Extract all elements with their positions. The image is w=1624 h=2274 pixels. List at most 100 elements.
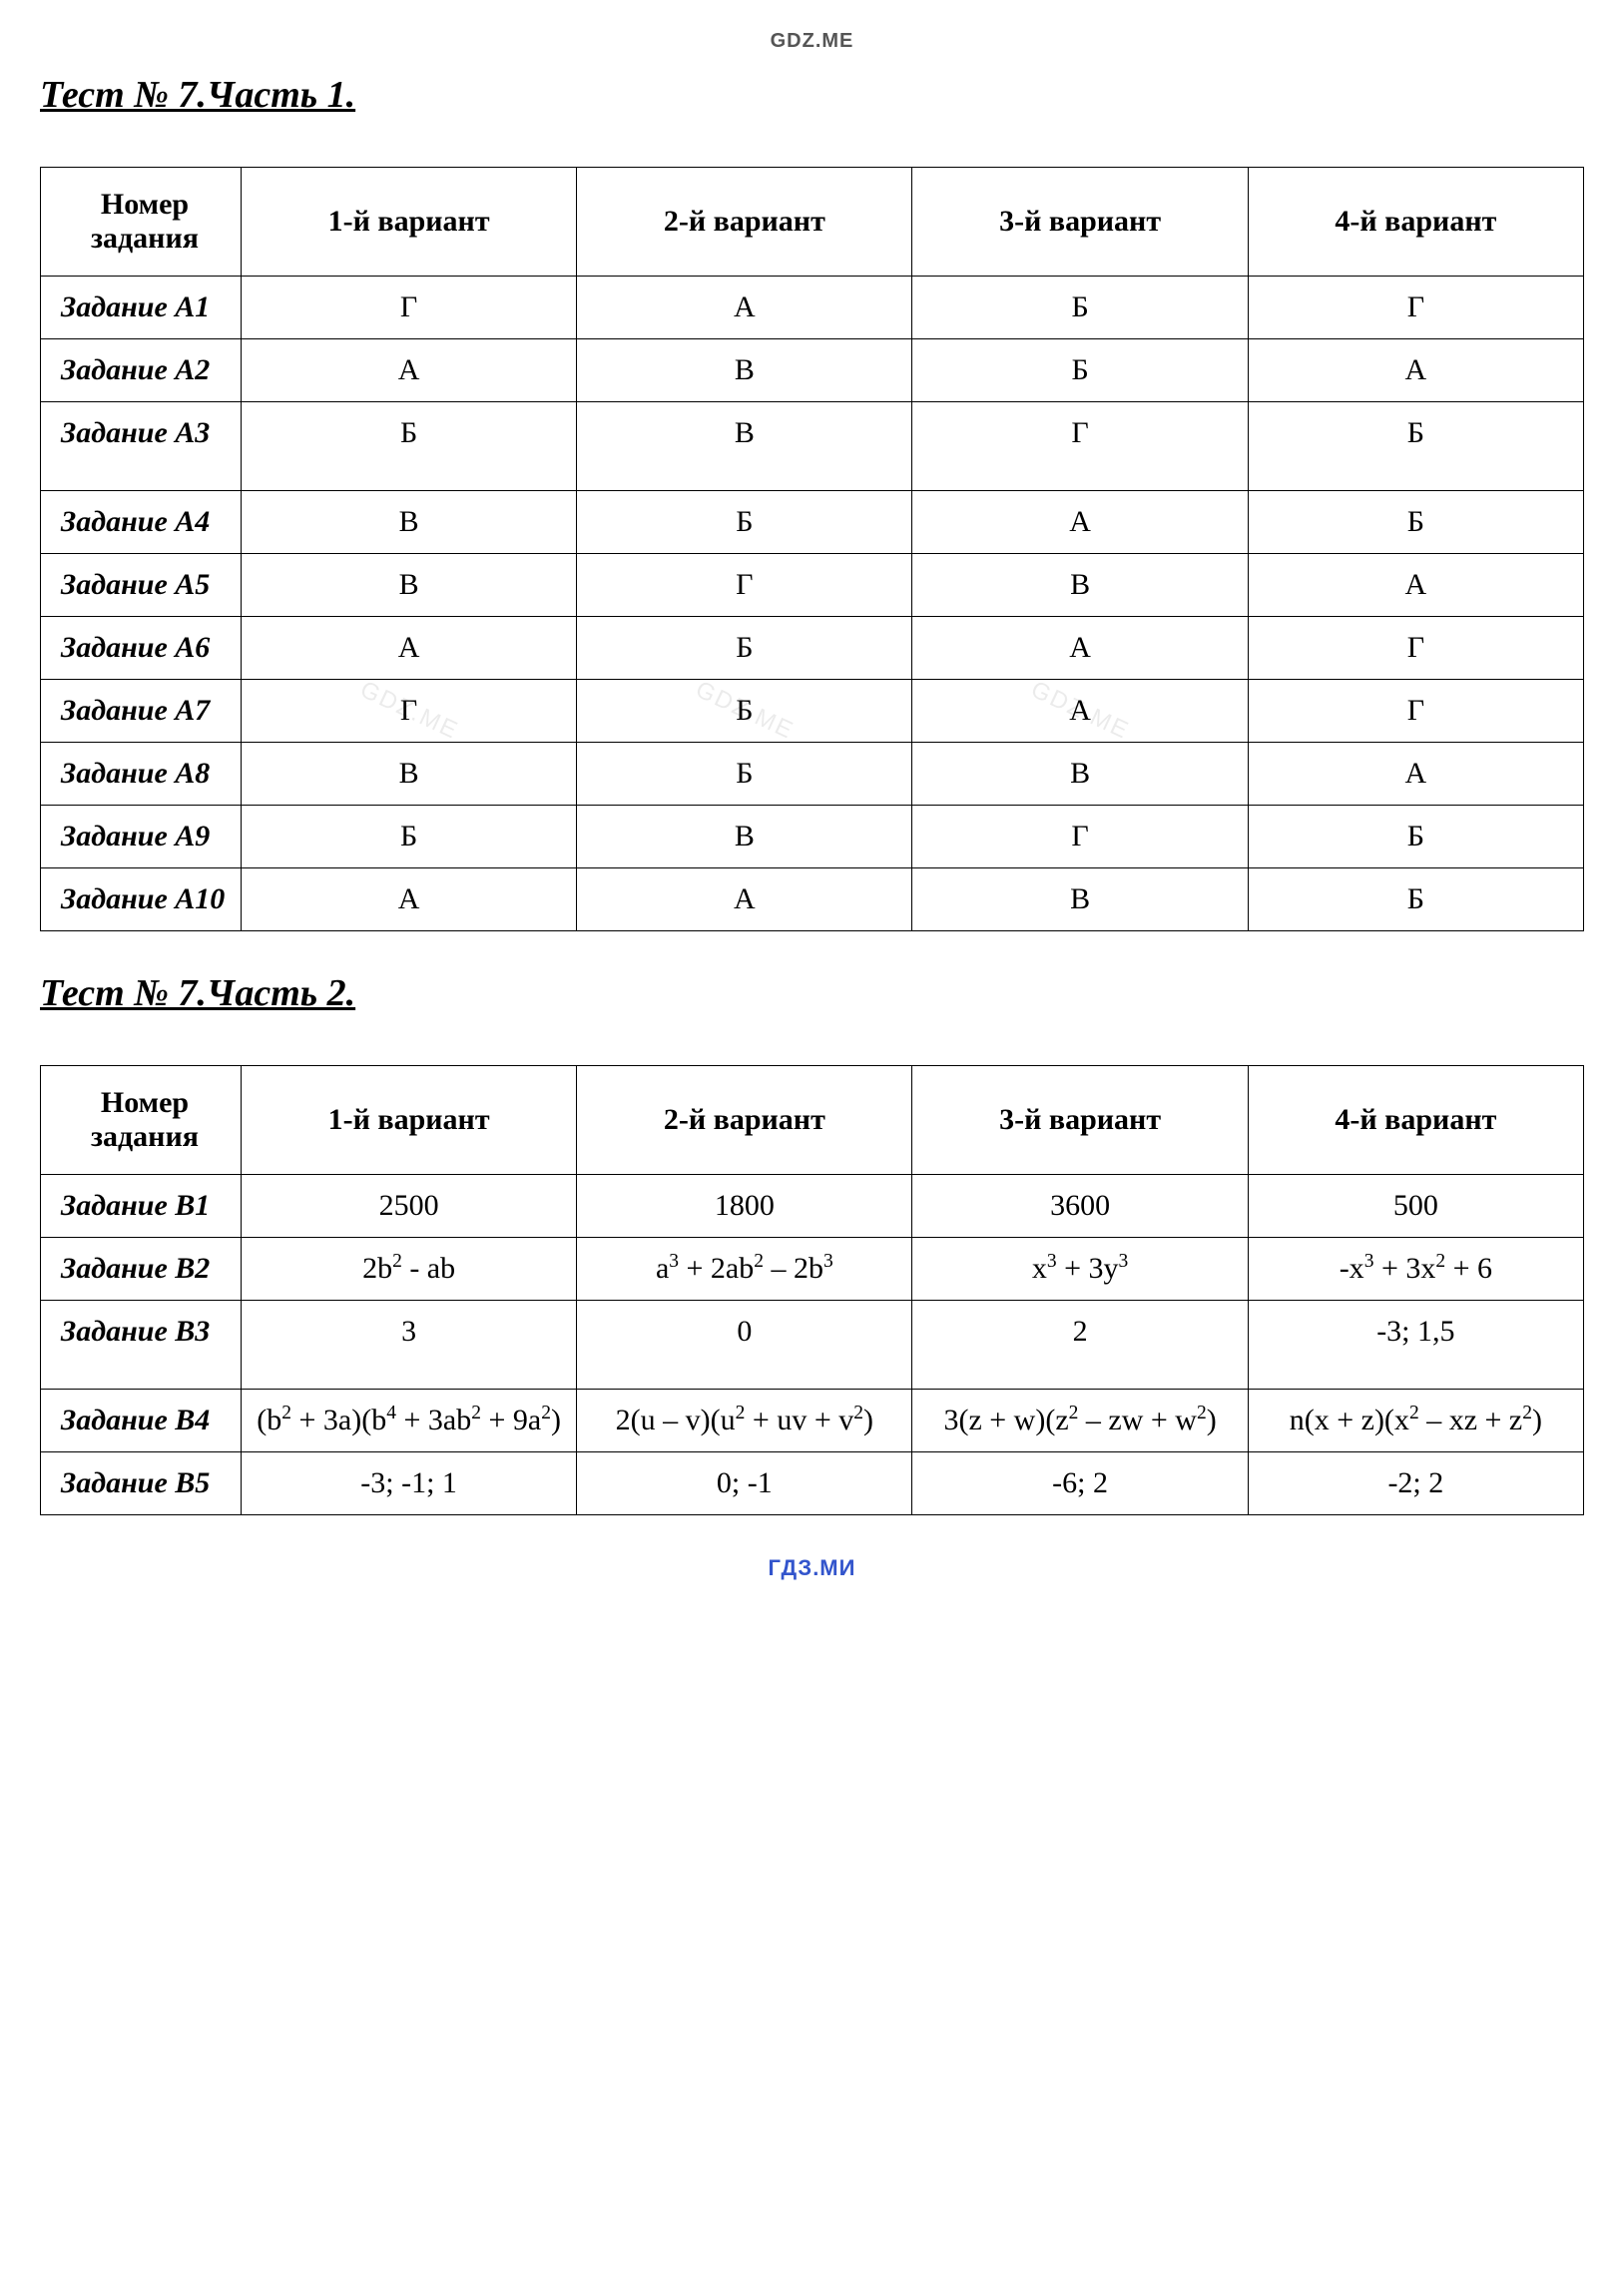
part1-table: Номер задания 1-й вариант 2-й вариант 3-… <box>40 167 1584 931</box>
table-row: Задание А2АВБА <box>41 339 1584 402</box>
answer-cell: Б <box>1248 806 1583 868</box>
part1-title: Тест № 7.Часть 1. <box>40 73 1584 117</box>
answer-cell: А <box>1248 339 1583 402</box>
answer-cell: (b2 + 3a)(b4 + 3ab2 + 9a2) <box>241 1390 576 1452</box>
answer-cell: 0 <box>577 1301 912 1390</box>
answer-cell: Б <box>577 743 912 806</box>
col-header-v1: 1-й вариант <box>241 1066 576 1175</box>
table-row: Задание В4(b2 + 3a)(b4 + 3ab2 + 9a2)2(u … <box>41 1390 1584 1452</box>
answer-cell: Г <box>912 806 1248 868</box>
table-row: Задание А7ГБАГ <box>41 680 1584 743</box>
answer-cell: 3600 <box>912 1175 1248 1238</box>
answer-cell: a3 + 2ab2 – 2b3 <box>577 1238 912 1301</box>
answer-cell: А <box>912 617 1248 680</box>
task-label: Задание А7 <box>41 680 242 743</box>
answer-cell: -3; 1,5 <box>1248 1301 1583 1390</box>
answer-cell: А <box>1248 554 1583 617</box>
col-header-v3: 3-й вариант <box>912 168 1248 277</box>
task-label: Задание В4 <box>41 1390 242 1452</box>
table-row: Задание А3БВГБ <box>41 402 1584 491</box>
answer-cell: В <box>577 402 912 491</box>
table-row: Задание А6АБАГ <box>41 617 1584 680</box>
answer-cell: Б <box>1248 402 1583 491</box>
answer-cell: В <box>912 554 1248 617</box>
part2-header-row: Номер задания 1-й вариант 2-й вариант 3-… <box>41 1066 1584 1175</box>
answer-cell: А <box>1248 743 1583 806</box>
answer-cell: Г <box>241 680 576 743</box>
answer-cell: Б <box>912 277 1248 339</box>
answer-cell: Б <box>577 491 912 554</box>
table-row: Задание А4ВБАБ <box>41 491 1584 554</box>
answer-cell: А <box>241 617 576 680</box>
answer-cell: 1800 <box>577 1175 912 1238</box>
col-header-v4: 4-й вариант <box>1248 1066 1583 1175</box>
table-row: Задание В1250018003600500 <box>41 1175 1584 1238</box>
answer-cell: -2; 2 <box>1248 1452 1583 1515</box>
answer-cell: А <box>912 680 1248 743</box>
answer-cell: В <box>912 868 1248 931</box>
answer-cell: Г <box>577 554 912 617</box>
part2-title: Тест № 7.Часть 2. <box>40 971 1584 1015</box>
answer-cell: А <box>577 277 912 339</box>
col-header-task: Номер задания <box>41 1066 242 1175</box>
task-label: Задание В1 <box>41 1175 242 1238</box>
answer-cell: Б <box>577 617 912 680</box>
answer-cell: 500 <box>1248 1175 1583 1238</box>
table-row: Задание А8ВБВА <box>41 743 1584 806</box>
table-row: Задание А1ГАБГ <box>41 277 1584 339</box>
task-label: Задание А3 <box>41 402 242 491</box>
task-label: Задание А5 <box>41 554 242 617</box>
table-row: Задание А10ААВБ <box>41 868 1584 931</box>
table-row: Задание А9БВГБ <box>41 806 1584 868</box>
col-header-v2: 2-й вариант <box>577 168 912 277</box>
answer-cell: -x3 + 3x2 + 6 <box>1248 1238 1583 1301</box>
watermark-bottom: ГДЗ.МИ <box>40 1555 1584 1581</box>
answer-cell: Г <box>1248 617 1583 680</box>
answer-cell: 2500 <box>241 1175 576 1238</box>
task-label: Задание А10 <box>41 868 242 931</box>
answer-cell: В <box>241 554 576 617</box>
answer-cell: В <box>577 806 912 868</box>
part1-header-row: Номер задания 1-й вариант 2-й вариант 3-… <box>41 168 1584 277</box>
watermark-top: GDZ.ME <box>40 30 1584 53</box>
answer-cell: Б <box>912 339 1248 402</box>
col-header-v3: 3-й вариант <box>912 1066 1248 1175</box>
task-label: Задание В2 <box>41 1238 242 1301</box>
answer-cell: Г <box>241 277 576 339</box>
answer-cell: x3 + 3y3 <box>912 1238 1248 1301</box>
answer-cell: Б <box>577 680 912 743</box>
task-label: Задание А1 <box>41 277 242 339</box>
answer-cell: Г <box>912 402 1248 491</box>
answer-cell: Г <box>1248 277 1583 339</box>
task-label: Задание В3 <box>41 1301 242 1390</box>
answer-cell: -3; -1; 1 <box>241 1452 576 1515</box>
answer-cell: А <box>241 868 576 931</box>
task-label: Задание А2 <box>41 339 242 402</box>
task-label: Задание А6 <box>41 617 242 680</box>
answer-cell: А <box>577 868 912 931</box>
answer-cell: А <box>241 339 576 402</box>
answer-cell: Б <box>1248 491 1583 554</box>
answer-cell: 2 <box>912 1301 1248 1390</box>
part2-table: Номер задания 1-й вариант 2-й вариант 3-… <box>40 1065 1584 1515</box>
answer-cell: 0; -1 <box>577 1452 912 1515</box>
col-header-task: Номер задания <box>41 168 242 277</box>
table-row: Задание В22b2 - aba3 + 2ab2 – 2b3x3 + 3y… <box>41 1238 1584 1301</box>
answer-cell: Г <box>1248 680 1583 743</box>
table-row: Задание А5ВГВА <box>41 554 1584 617</box>
answer-cell: n(x + z)(x2 – xz + z2) <box>1248 1390 1583 1452</box>
answer-cell: 3(z + w)(z2 – zw + w2) <box>912 1390 1248 1452</box>
task-label: Задание В5 <box>41 1452 242 1515</box>
col-header-v1: 1-й вариант <box>241 168 576 277</box>
answer-cell: -6; 2 <box>912 1452 1248 1515</box>
col-header-v2: 2-й вариант <box>577 1066 912 1175</box>
answer-cell: 3 <box>241 1301 576 1390</box>
answer-cell: А <box>912 491 1248 554</box>
answer-cell: В <box>241 491 576 554</box>
task-label: Задание А9 <box>41 806 242 868</box>
answer-cell: Б <box>241 402 576 491</box>
answer-cell: В <box>241 743 576 806</box>
answer-cell: Б <box>241 806 576 868</box>
col-header-v4: 4-й вариант <box>1248 168 1583 277</box>
task-label: Задание А8 <box>41 743 242 806</box>
